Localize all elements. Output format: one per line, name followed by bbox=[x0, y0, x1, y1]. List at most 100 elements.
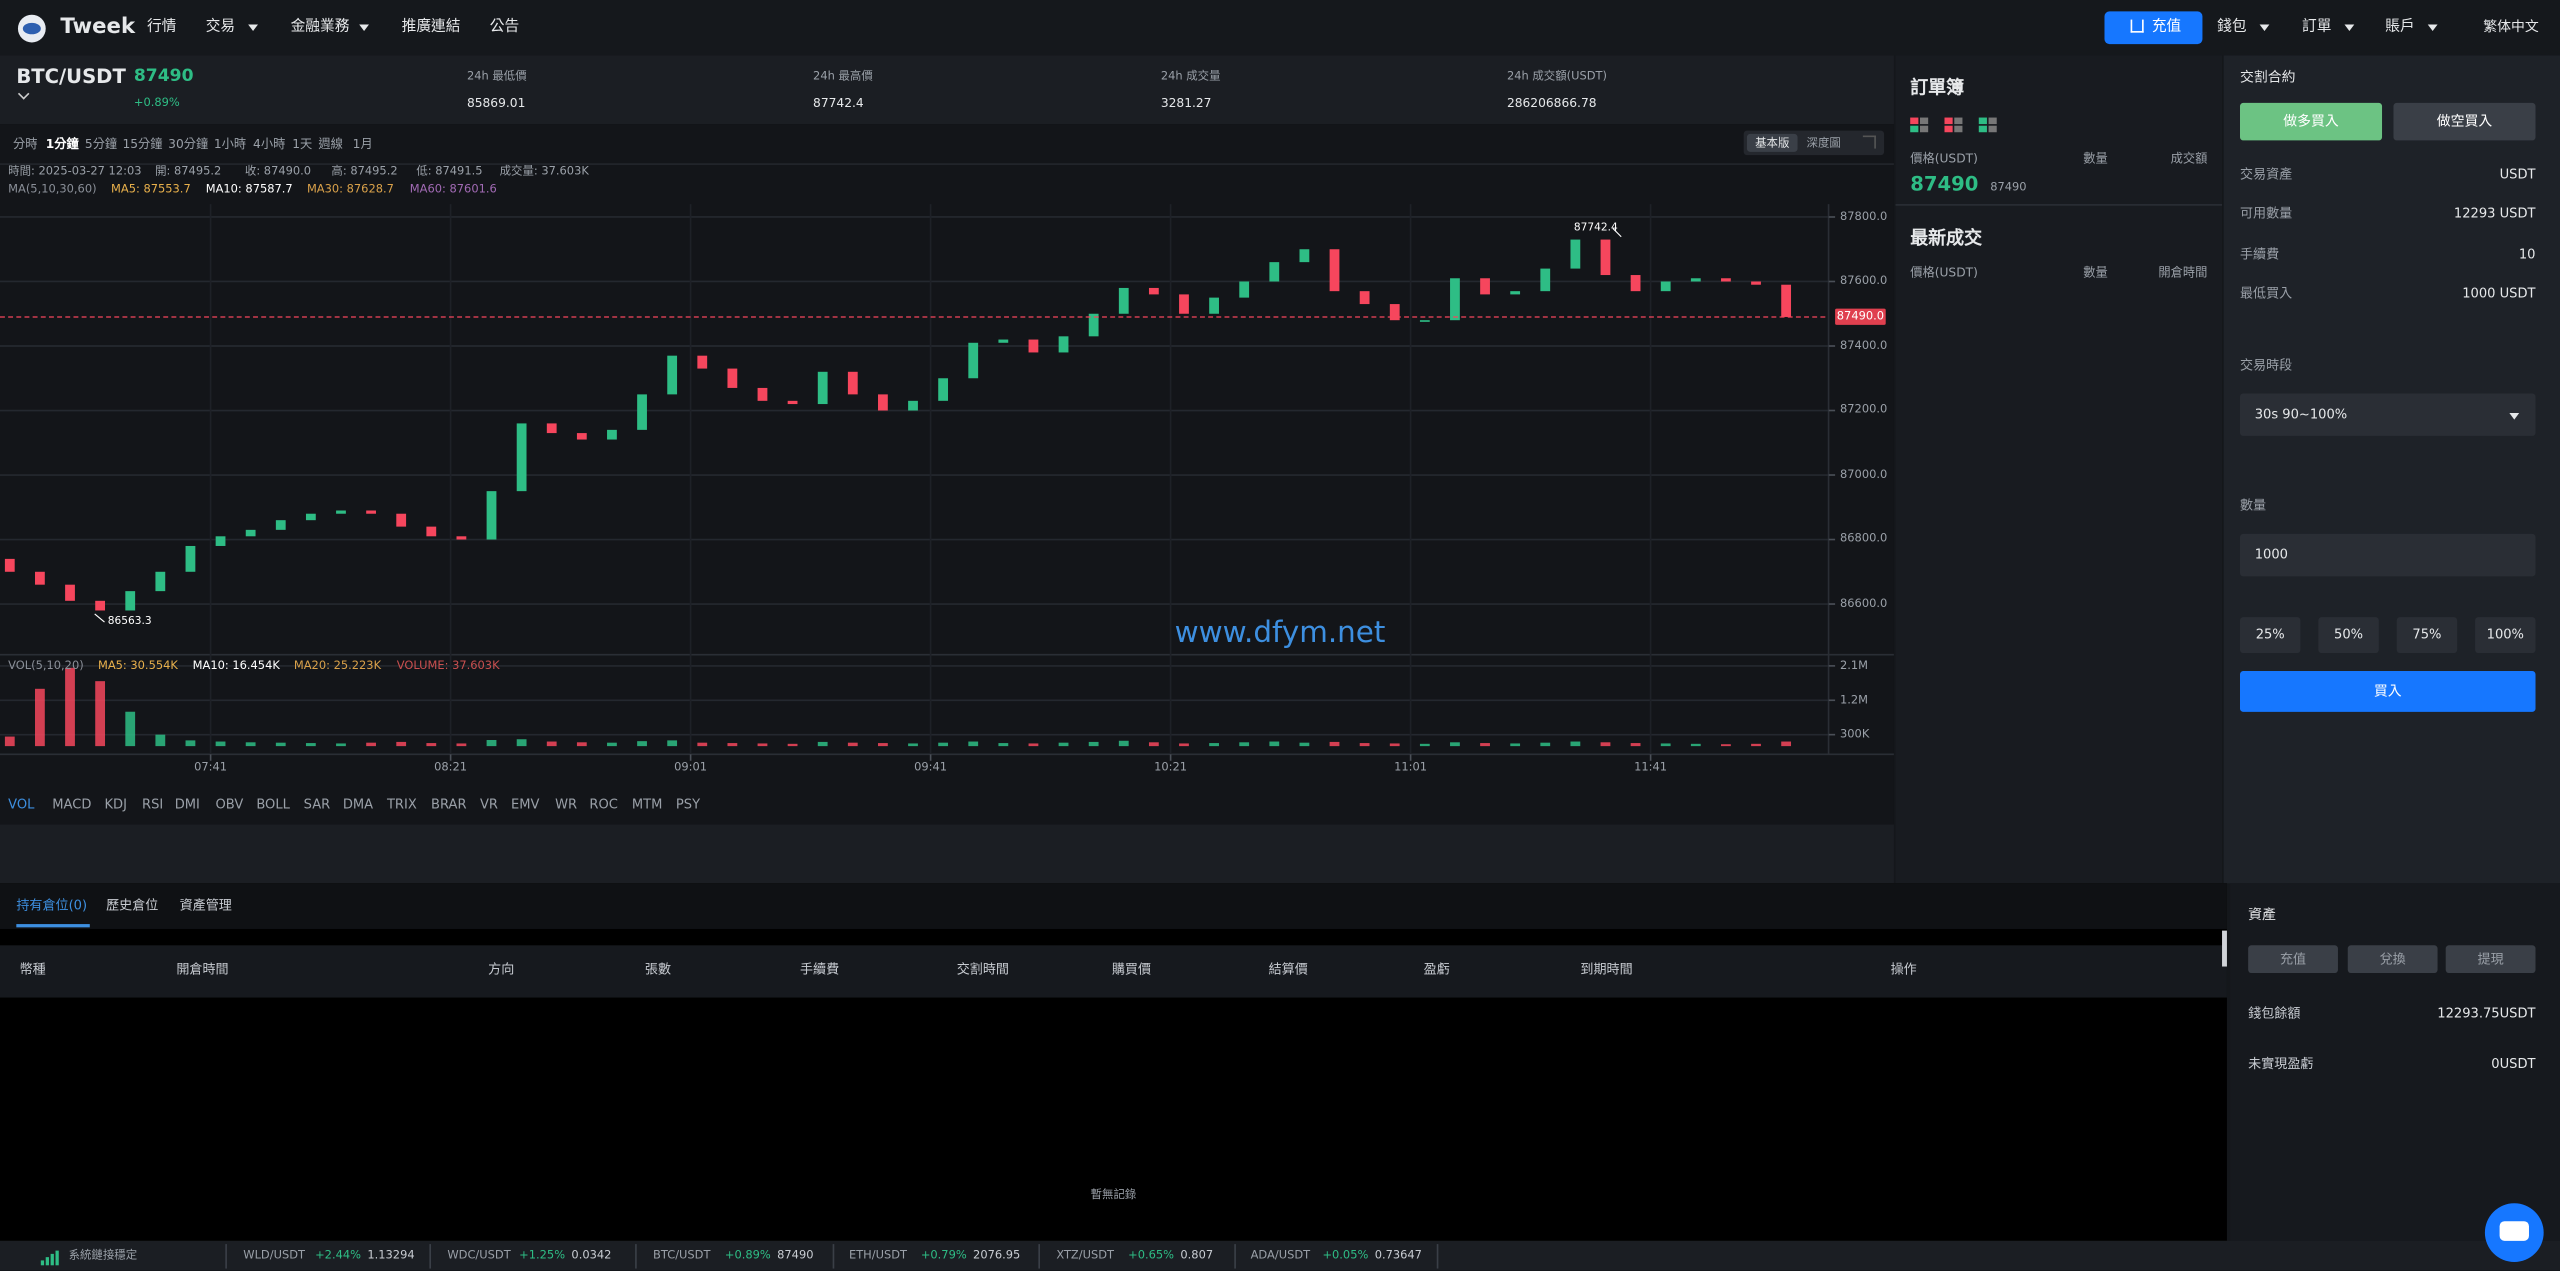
indicator-tab[interactable]: EMV bbox=[511, 797, 540, 812]
book-layout-icon[interactable] bbox=[1954, 125, 1963, 133]
ticker-pair[interactable]: WLD/USDT bbox=[243, 1248, 305, 1262]
column-header: 開倉時間 bbox=[2158, 265, 2208, 280]
positions-tab[interactable]: 歷史倉位 bbox=[106, 898, 159, 913]
interval-option[interactable]: 30分鐘 bbox=[168, 136, 209, 152]
indicator-tab[interactable]: VOL bbox=[8, 797, 35, 812]
form-label: 手續費 bbox=[2240, 246, 2280, 262]
interval-option[interactable]: 5分鐘 bbox=[84, 136, 118, 152]
indicator-tab[interactable]: WR bbox=[555, 797, 578, 812]
amount-input[interactable] bbox=[2240, 533, 2536, 577]
ticker-pair[interactable]: ETH/USDT bbox=[848, 1248, 908, 1262]
interval-option[interactable]: 分時 bbox=[13, 136, 38, 152]
volume-bar bbox=[215, 741, 226, 747]
percent-button[interactable] bbox=[2475, 617, 2536, 654]
view-mode-active[interactable] bbox=[1746, 133, 1798, 152]
volume-legend: VOL(5,10,20) bbox=[8, 659, 84, 673]
asset-action-button[interactable] bbox=[2248, 945, 2338, 974]
form-label: 數量 bbox=[2240, 498, 2267, 513]
book-layout-icon[interactable] bbox=[1910, 117, 1919, 125]
candle bbox=[1179, 294, 1189, 314]
indicator-tab[interactable]: VR bbox=[479, 797, 499, 812]
ticker-pair[interactable]: BTC/USDT bbox=[653, 1248, 711, 1262]
volume-bar bbox=[1480, 743, 1490, 747]
fullscreen-icon[interactable] bbox=[1862, 135, 1876, 149]
pair-name[interactable]: BTC/USDT bbox=[16, 64, 126, 88]
volume-bar bbox=[998, 743, 1009, 747]
buy-button[interactable] bbox=[2240, 671, 2536, 712]
deposit-button[interactable] bbox=[2104, 11, 2203, 45]
book-layout-icon[interactable] bbox=[1919, 125, 1929, 133]
account-menu-item[interactable]: 訂單 bbox=[2302, 18, 2332, 36]
nav-item[interactable]: 交易 bbox=[205, 18, 236, 36]
ticker-pair[interactable]: ADA/USDT bbox=[1250, 1248, 1311, 1262]
book-layout-icon[interactable] bbox=[1988, 125, 1997, 133]
form-value: USDT bbox=[2499, 166, 2536, 182]
book-layout-icon[interactable] bbox=[1910, 125, 1919, 133]
interval-option[interactable]: 週線 bbox=[318, 136, 343, 152]
indicator-tab[interactable]: BOLL bbox=[256, 797, 290, 812]
language-switch[interactable]: 繁体中文 bbox=[2483, 19, 2539, 36]
indicator-tab[interactable]: RSI bbox=[142, 797, 164, 812]
candle bbox=[998, 339, 1009, 343]
book-layout-icon[interactable] bbox=[1919, 117, 1929, 125]
book-layout-icon[interactable] bbox=[1978, 125, 1987, 133]
candle bbox=[1540, 268, 1551, 292]
ohlc-info: 成交量: 37.603K bbox=[499, 164, 589, 178]
asset-action-label: 兌換 bbox=[2379, 951, 2406, 967]
book-layout-icon[interactable] bbox=[1988, 117, 1997, 125]
long-button[interactable] bbox=[2240, 102, 2383, 141]
percent-button[interactable] bbox=[2318, 617, 2379, 654]
indicator-tab[interactable]: MTM bbox=[631, 797, 663, 812]
interval-option[interactable]: 4小時 bbox=[253, 136, 286, 152]
indicator-tab[interactable]: DMI bbox=[174, 797, 200, 812]
short-button[interactable] bbox=[2393, 102, 2536, 141]
indicator-tab[interactable]: SAR bbox=[303, 797, 331, 812]
percent-button[interactable] bbox=[2240, 617, 2301, 654]
book-layout-icon[interactable] bbox=[1944, 117, 1953, 125]
nav-item[interactable]: 金融業務 bbox=[290, 18, 350, 36]
account-menu-item[interactable]: 賬戶 bbox=[2385, 18, 2415, 36]
interval-option[interactable]: 1天 bbox=[292, 136, 313, 152]
indicator-tab[interactable]: PSY bbox=[675, 797, 701, 812]
volume-bar bbox=[185, 740, 196, 747]
indicator-tab[interactable]: ROC bbox=[589, 797, 618, 812]
book-layout-icon[interactable] bbox=[1978, 117, 1987, 125]
view-mode[interactable]: 深度圖 bbox=[1806, 136, 1841, 150]
ticker-pair[interactable]: XTZ/USDT bbox=[1056, 1248, 1115, 1262]
percent-button[interactable] bbox=[2396, 617, 2458, 654]
interval-option[interactable]: 1小時 bbox=[213, 136, 247, 152]
candle bbox=[757, 387, 768, 401]
indicator-tab[interactable]: DMA bbox=[342, 797, 374, 812]
interval-option[interactable]: 1分鐘 bbox=[45, 136, 79, 152]
ticker-pair[interactable]: WDC/USDT bbox=[447, 1248, 511, 1262]
candle bbox=[1058, 336, 1069, 353]
chat-icon bbox=[2499, 1221, 2529, 1241]
book-layout-icon[interactable] bbox=[1954, 117, 1963, 125]
interval-option[interactable]: 1月 bbox=[352, 136, 373, 152]
nav-item[interactable]: 公告 bbox=[489, 18, 520, 36]
book-layout-icon[interactable] bbox=[1944, 125, 1953, 133]
indicator-tab[interactable]: TRIX bbox=[386, 797, 417, 812]
indicator-tab[interactable]: BRAR bbox=[431, 797, 467, 812]
account-menu-item[interactable]: 錢包 bbox=[2217, 18, 2247, 36]
nav-item[interactable]: 推廣連結 bbox=[401, 18, 461, 36]
candle bbox=[878, 394, 888, 411]
stat-label: 24h 最低價 bbox=[466, 69, 527, 83]
indicator-tab[interactable]: MACD bbox=[52, 797, 92, 812]
positions-tab[interactable]: 持有倉位(0) bbox=[16, 898, 88, 913]
indicator-tab[interactable]: OBV bbox=[215, 797, 244, 812]
column-header: 價格(USDT) bbox=[1910, 265, 1978, 280]
y-tick-label: 87200.0 bbox=[1839, 403, 1888, 417]
asset-action-button[interactable] bbox=[2445, 945, 2536, 974]
nav-item[interactable]: 行情 bbox=[146, 18, 177, 36]
table-column-header: 結算價 bbox=[1268, 961, 1308, 977]
positions-tab[interactable]: 資產管理 bbox=[179, 898, 232, 913]
asset-action-button[interactable] bbox=[2347, 945, 2438, 974]
candle bbox=[1690, 278, 1701, 282]
view-mode[interactable]: 基本版 bbox=[1755, 136, 1790, 150]
period-select[interactable] bbox=[2240, 393, 2536, 436]
table-column-header: 到期時間 bbox=[1580, 961, 1633, 977]
interval-option[interactable]: 15分鐘 bbox=[122, 136, 163, 152]
indicator-tab[interactable]: KDJ bbox=[104, 797, 127, 812]
